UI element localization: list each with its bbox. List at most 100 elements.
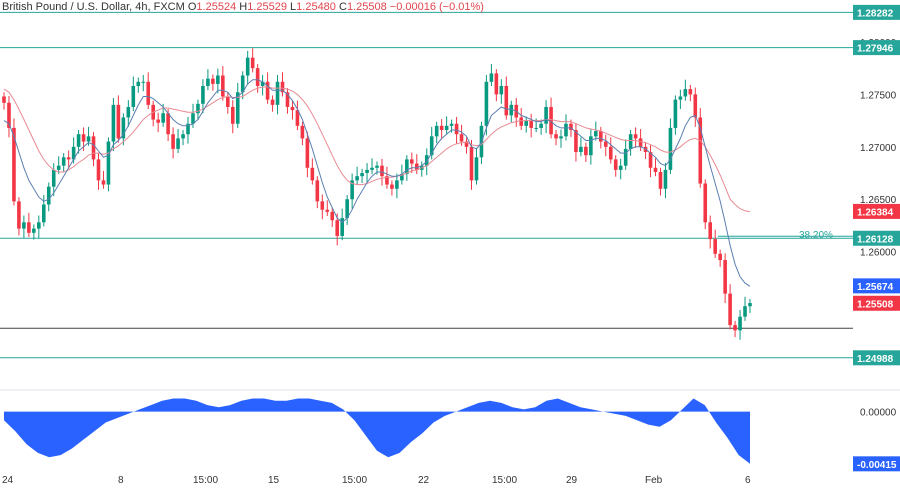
- candle-body[interactable]: [748, 303, 752, 307]
- candle-body[interactable]: [290, 106, 295, 111]
- candle-body[interactable]: [176, 138, 180, 149]
- candle-body[interactable]: [46, 186, 51, 205]
- candle-body[interactable]: [524, 120, 528, 126]
- candle-body[interactable]: [574, 130, 578, 153]
- candle-body[interactable]: [141, 81, 146, 83]
- candle-body[interactable]: [2, 96, 6, 103]
- candle-body[interactable]: [285, 92, 290, 107]
- candle-body[interactable]: [718, 253, 722, 261]
- candle-body[interactable]: [76, 134, 81, 147]
- candle-body[interactable]: [380, 165, 384, 177]
- candle-body[interactable]: [534, 127, 538, 129]
- candle-body[interactable]: [474, 157, 479, 181]
- candle-body[interactable]: [235, 92, 240, 124]
- candle-body[interactable]: [206, 78, 210, 86]
- candle-body[interactable]: [146, 81, 151, 105]
- candle-body[interactable]: [61, 157, 66, 166]
- candle-body[interactable]: [181, 134, 185, 139]
- candle-body[interactable]: [270, 99, 275, 105]
- candle-body[interactable]: [385, 176, 389, 185]
- candle-body[interactable]: [424, 155, 429, 166]
- candle-body[interactable]: [325, 209, 330, 212]
- candle-body[interactable]: [335, 220, 340, 236]
- candle-body[interactable]: [400, 174, 404, 181]
- candle-body[interactable]: [315, 180, 320, 202]
- candle-body[interactable]: [738, 316, 742, 331]
- candle-body[interactable]: [414, 163, 419, 170]
- candle-body[interactable]: [101, 180, 106, 185]
- candle-body[interactable]: [484, 81, 489, 126]
- candle-body[interactable]: [86, 136, 91, 142]
- candle-body[interactable]: [594, 131, 598, 137]
- candle-body[interactable]: [613, 159, 618, 170]
- candle-body[interactable]: [121, 117, 126, 139]
- candle-body[interactable]: [111, 104, 116, 142]
- candle-body[interactable]: [549, 106, 553, 135]
- candle-body[interactable]: [370, 167, 374, 170]
- candle-body[interactable]: [295, 110, 300, 126]
- candle-body[interactable]: [713, 239, 717, 254]
- candle-body[interactable]: [599, 131, 603, 142]
- candle-body[interactable]: [375, 165, 379, 168]
- candle-body[interactable]: [579, 146, 583, 153]
- candle-body[interactable]: [136, 81, 141, 86]
- candle-body[interactable]: [12, 127, 16, 202]
- candle-body[interactable]: [429, 136, 434, 156]
- candle-body[interactable]: [390, 184, 394, 189]
- candle-body[interactable]: [201, 85, 205, 104]
- candle-body[interactable]: [683, 89, 688, 97]
- candle-body[interactable]: [663, 169, 668, 189]
- candle-body[interactable]: [171, 134, 175, 149]
- candle-body[interactable]: [260, 81, 265, 86]
- candle-body[interactable]: [584, 146, 588, 156]
- candle-body[interactable]: [469, 146, 474, 181]
- candle-body[interactable]: [196, 103, 200, 114]
- candle-body[interactable]: [355, 176, 359, 181]
- candle-body[interactable]: [240, 75, 245, 93]
- candle-body[interactable]: [688, 89, 693, 95]
- candle-body[interactable]: [32, 228, 36, 233]
- candle-body[interactable]: [529, 120, 533, 128]
- candle-body[interactable]: [618, 165, 623, 170]
- candle-body[interactable]: [91, 136, 96, 160]
- candle-body[interactable]: [116, 104, 121, 139]
- candle-body[interactable]: [395, 180, 399, 189]
- ma-slow-line[interactable]: [3, 86, 751, 213]
- candle-body[interactable]: [633, 134, 638, 139]
- candle-body[interactable]: [216, 75, 220, 84]
- candle-body[interactable]: [265, 81, 270, 100]
- candle-body[interactable]: [678, 96, 683, 100]
- candle-body[interactable]: [41, 204, 46, 223]
- candle-body[interactable]: [504, 85, 509, 116]
- candle-body[interactable]: [544, 106, 548, 124]
- candle-body[interactable]: [743, 306, 747, 317]
- candle-body[interactable]: [648, 152, 653, 168]
- candle-body[interactable]: [728, 293, 732, 326]
- candle-body[interactable]: [305, 138, 310, 168]
- candle-body[interactable]: [221, 75, 225, 97]
- candle-body[interactable]: [410, 159, 414, 164]
- candle-body[interactable]: [723, 260, 727, 294]
- candle-body[interactable]: [444, 125, 449, 131]
- candle-body[interactable]: [245, 57, 250, 76]
- candle-body[interactable]: [564, 123, 568, 137]
- candle-body[interactable]: [673, 99, 678, 128]
- oscillator-area[interactable]: [4, 398, 750, 464]
- candle-body[interactable]: [320, 201, 325, 210]
- candle-body[interactable]: [186, 123, 190, 135]
- candle-body[interactable]: [22, 222, 26, 229]
- candle-body[interactable]: [708, 222, 713, 240]
- candle-body[interactable]: [230, 106, 235, 124]
- candle-body[interactable]: [250, 57, 255, 69]
- candle-body[interactable]: [27, 222, 31, 233]
- ma-fast-line[interactable]: [3, 79, 751, 287]
- candle-body[interactable]: [211, 78, 215, 84]
- candle-body[interactable]: [300, 125, 305, 139]
- candle-body[interactable]: [280, 81, 285, 93]
- candle-body[interactable]: [365, 169, 369, 174]
- candle-body[interactable]: [161, 113, 165, 123]
- candle-body[interactable]: [7, 102, 11, 128]
- candle-body[interactable]: [191, 113, 195, 124]
- candle-body[interactable]: [559, 136, 563, 139]
